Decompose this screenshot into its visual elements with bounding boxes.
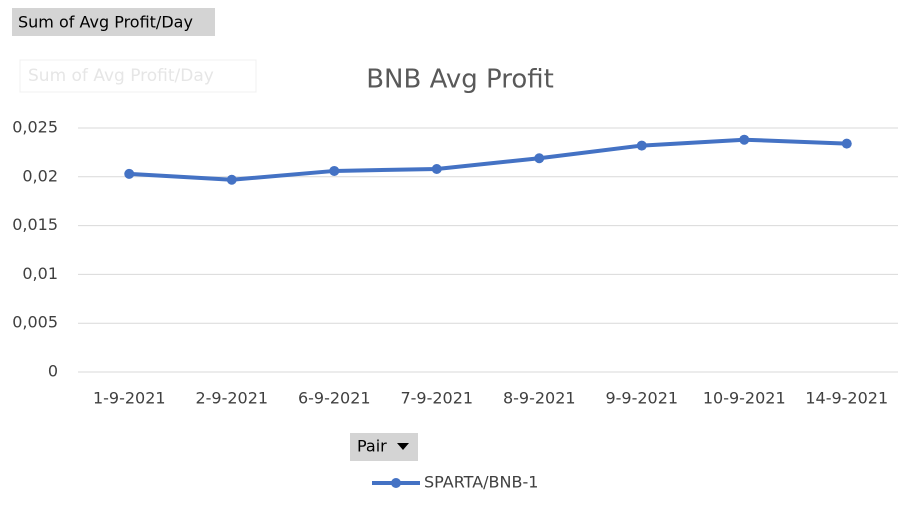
dropdown-arrow[interactable] <box>397 443 409 450</box>
data-point <box>329 165 340 176</box>
y-tick-label: 0,005 <box>12 313 58 332</box>
field-button-bg[interactable] <box>12 8 215 36</box>
x-tick-label: 6-9-2021 <box>298 389 371 408</box>
filter-button-bg[interactable] <box>350 433 418 461</box>
y-tick-label: 0 <box>48 362 58 381</box>
x-tick-label: 1-9-2021 <box>93 389 166 408</box>
y-tick-label: 0,015 <box>12 215 58 234</box>
data-point <box>226 174 237 185</box>
x-tick-label: 8-9-2021 <box>503 389 576 408</box>
data-point <box>739 134 750 145</box>
ghost-box <box>19 59 257 93</box>
x-tick-label: 10-9-2021 <box>703 389 786 408</box>
y-tick-label: 0,025 <box>12 118 58 137</box>
x-tick-label: 9-9-2021 <box>605 389 678 408</box>
x-tick-label: 2-9-2021 <box>195 389 268 408</box>
series-line <box>129 137 847 182</box>
data-point <box>841 138 852 149</box>
legend-marker <box>391 478 401 488</box>
field-button[interactable]: Sum of Avg Profit/Day <box>18 13 193 32</box>
y-tick-label: 0,01 <box>22 264 58 283</box>
data-point <box>431 163 442 174</box>
filter-button[interactable]: Pair <box>357 437 387 456</box>
ghost-label: Sum of Avg Profit/Day <box>28 66 214 86</box>
chart-title: BNB Avg Profit <box>366 65 554 95</box>
y-tick-label: 0,02 <box>22 166 58 185</box>
data-point <box>124 168 135 179</box>
x-tick-label: 7-9-2021 <box>400 389 473 408</box>
x-tick-label: 14-9-2021 <box>805 389 888 408</box>
legend-label: SPARTA/BNB-1 <box>424 473 538 492</box>
data-point <box>534 153 545 164</box>
data-point <box>636 140 647 151</box>
